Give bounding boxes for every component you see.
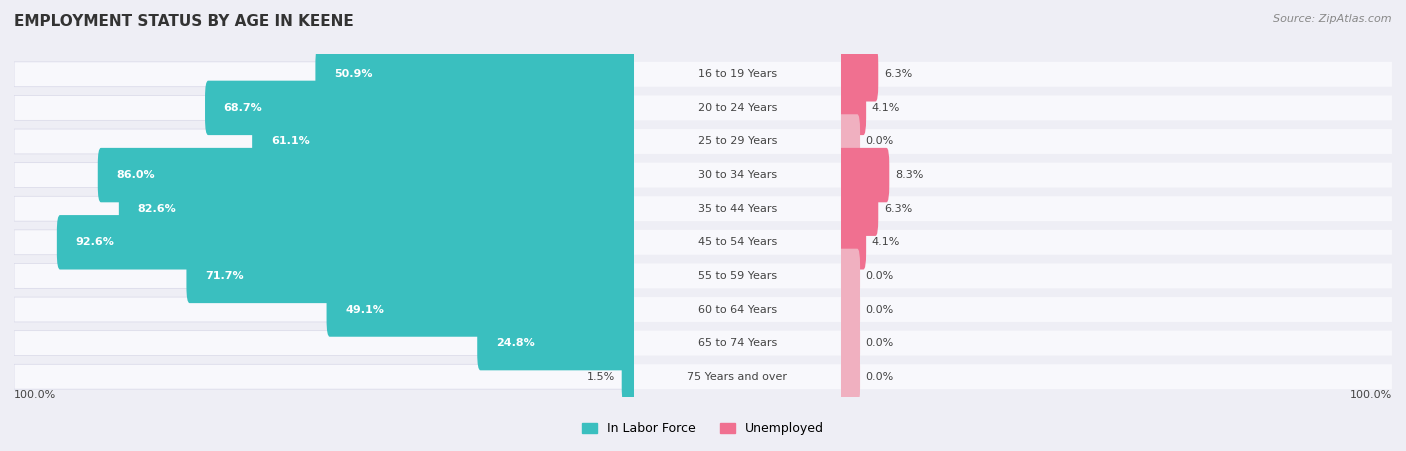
FancyBboxPatch shape	[326, 282, 637, 337]
FancyBboxPatch shape	[14, 230, 634, 255]
Text: 50.9%: 50.9%	[335, 69, 373, 79]
FancyBboxPatch shape	[838, 81, 866, 135]
Text: 60 to 64 Years: 60 to 64 Years	[697, 304, 778, 314]
Text: 61.1%: 61.1%	[271, 137, 309, 147]
FancyBboxPatch shape	[14, 263, 634, 288]
FancyBboxPatch shape	[14, 196, 634, 221]
FancyBboxPatch shape	[838, 316, 860, 370]
Text: 16 to 19 Years: 16 to 19 Years	[697, 69, 778, 79]
FancyBboxPatch shape	[634, 196, 841, 221]
FancyBboxPatch shape	[315, 47, 637, 101]
Text: 6.3%: 6.3%	[884, 204, 912, 214]
Text: 49.1%: 49.1%	[344, 304, 384, 314]
FancyBboxPatch shape	[14, 129, 634, 154]
Text: 0.0%: 0.0%	[866, 338, 894, 348]
FancyBboxPatch shape	[841, 230, 1392, 255]
FancyBboxPatch shape	[634, 129, 841, 154]
FancyBboxPatch shape	[120, 181, 637, 236]
FancyBboxPatch shape	[621, 350, 637, 404]
FancyBboxPatch shape	[14, 62, 634, 87]
Text: 65 to 74 Years: 65 to 74 Years	[697, 338, 778, 348]
Text: 25 to 29 Years: 25 to 29 Years	[697, 137, 778, 147]
Text: 1.5%: 1.5%	[588, 372, 616, 382]
FancyBboxPatch shape	[634, 263, 841, 288]
FancyBboxPatch shape	[838, 350, 860, 404]
Text: 6.3%: 6.3%	[884, 69, 912, 79]
Text: 0.0%: 0.0%	[866, 372, 894, 382]
FancyBboxPatch shape	[634, 96, 841, 120]
FancyBboxPatch shape	[634, 331, 841, 355]
Text: 4.1%: 4.1%	[872, 237, 900, 247]
FancyBboxPatch shape	[634, 62, 841, 87]
Text: 8.3%: 8.3%	[894, 170, 924, 180]
Text: 45 to 54 Years: 45 to 54 Years	[697, 237, 778, 247]
Text: 0.0%: 0.0%	[866, 271, 894, 281]
FancyBboxPatch shape	[14, 364, 634, 389]
FancyBboxPatch shape	[838, 215, 866, 270]
FancyBboxPatch shape	[838, 47, 879, 101]
Text: 4.1%: 4.1%	[872, 103, 900, 113]
Text: 30 to 34 Years: 30 to 34 Years	[697, 170, 778, 180]
FancyBboxPatch shape	[14, 96, 634, 120]
FancyBboxPatch shape	[205, 81, 637, 135]
FancyBboxPatch shape	[841, 297, 1392, 322]
FancyBboxPatch shape	[841, 129, 1392, 154]
FancyBboxPatch shape	[838, 148, 889, 202]
FancyBboxPatch shape	[841, 163, 1392, 188]
FancyBboxPatch shape	[841, 196, 1392, 221]
Legend: In Labor Force, Unemployed: In Labor Force, Unemployed	[576, 417, 830, 440]
Text: EMPLOYMENT STATUS BY AGE IN KEENE: EMPLOYMENT STATUS BY AGE IN KEENE	[14, 14, 354, 28]
FancyBboxPatch shape	[841, 62, 1392, 87]
FancyBboxPatch shape	[634, 163, 841, 188]
FancyBboxPatch shape	[634, 230, 841, 255]
Text: 68.7%: 68.7%	[224, 103, 263, 113]
FancyBboxPatch shape	[838, 249, 860, 303]
FancyBboxPatch shape	[14, 297, 634, 322]
Text: 55 to 59 Years: 55 to 59 Years	[697, 271, 778, 281]
FancyBboxPatch shape	[841, 263, 1392, 288]
FancyBboxPatch shape	[838, 114, 860, 169]
FancyBboxPatch shape	[841, 364, 1392, 389]
FancyBboxPatch shape	[187, 249, 637, 303]
FancyBboxPatch shape	[841, 331, 1392, 355]
FancyBboxPatch shape	[252, 114, 637, 169]
Text: Source: ZipAtlas.com: Source: ZipAtlas.com	[1274, 14, 1392, 23]
Text: 24.8%: 24.8%	[496, 338, 534, 348]
Text: 92.6%: 92.6%	[76, 237, 114, 247]
FancyBboxPatch shape	[841, 96, 1392, 120]
Text: 20 to 24 Years: 20 to 24 Years	[697, 103, 778, 113]
Text: 35 to 44 Years: 35 to 44 Years	[697, 204, 778, 214]
FancyBboxPatch shape	[634, 297, 841, 322]
FancyBboxPatch shape	[56, 215, 637, 270]
Text: 75 Years and over: 75 Years and over	[688, 372, 787, 382]
Text: 0.0%: 0.0%	[866, 137, 894, 147]
Text: 86.0%: 86.0%	[117, 170, 155, 180]
FancyBboxPatch shape	[98, 148, 637, 202]
Text: 0.0%: 0.0%	[866, 304, 894, 314]
Text: 100.0%: 100.0%	[1350, 390, 1392, 400]
FancyBboxPatch shape	[14, 331, 634, 355]
FancyBboxPatch shape	[838, 181, 879, 236]
FancyBboxPatch shape	[634, 364, 841, 389]
FancyBboxPatch shape	[838, 282, 860, 337]
Text: 82.6%: 82.6%	[138, 204, 176, 214]
FancyBboxPatch shape	[477, 316, 637, 370]
Text: 71.7%: 71.7%	[205, 271, 243, 281]
FancyBboxPatch shape	[14, 163, 634, 188]
Text: 100.0%: 100.0%	[14, 390, 56, 400]
